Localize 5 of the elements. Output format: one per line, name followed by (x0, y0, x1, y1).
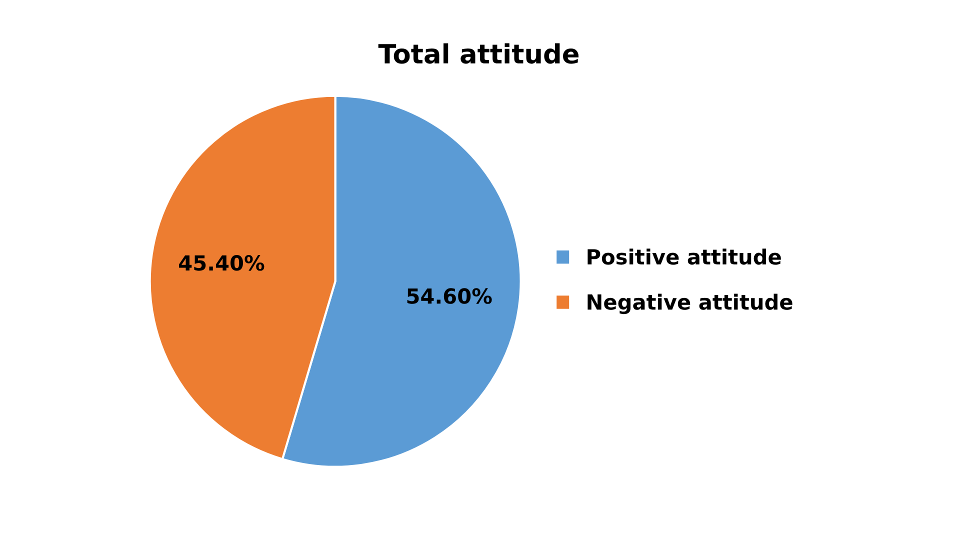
legend-label: Positive attitude (588, 248, 781, 265)
data-label: 54.60% (407, 288, 492, 304)
legend-label: Negative attitude (588, 294, 792, 314)
chart-title: Total attitude (378, 43, 579, 64)
data-label: 45.40% (179, 255, 264, 271)
